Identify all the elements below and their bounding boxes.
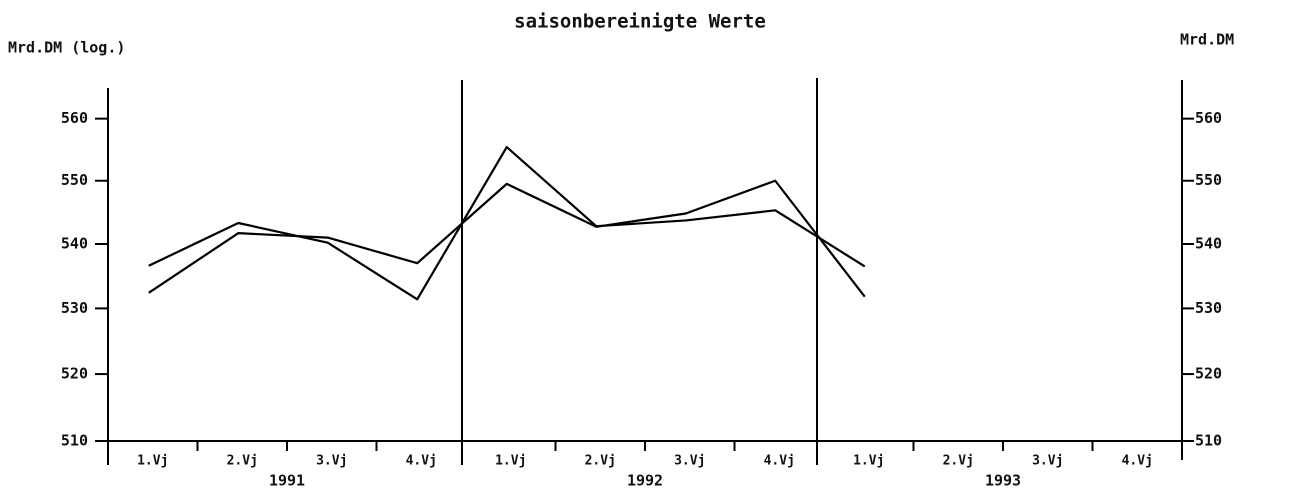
x-tick-label: 1.Vj (853, 454, 884, 469)
year-label: 1992 (627, 472, 663, 490)
y2-tick-label: 510 (1195, 432, 1222, 450)
x-tick-label: 1.Vj (137, 454, 168, 469)
y2-tick-label: 540 (1195, 234, 1222, 252)
x-tick-label: 1.Vj (495, 454, 526, 469)
y2-tick-label: 560 (1195, 109, 1222, 127)
y-tick-label: 550 (61, 171, 88, 189)
y-tick-label: 510 (61, 432, 88, 450)
x-tick-label: 3.Vj (674, 454, 705, 469)
y2-tick-label: 550 (1195, 171, 1222, 189)
series-line (148, 145, 866, 301)
x-tick-label: 4.Vj (764, 454, 795, 469)
x-tick-label: 4.Vj (1122, 454, 1153, 469)
x-tick-label: 4.Vj (406, 454, 437, 469)
chart-title: saisonbereinigte Werte (514, 11, 766, 33)
y2-tick-label: 530 (1195, 299, 1222, 317)
x-tick-label: 2.Vj (227, 454, 258, 469)
x-tick-label: 3.Vj (1032, 454, 1063, 469)
x-tick-label: 2.Vj (585, 454, 616, 469)
year-label: 1993 (985, 472, 1021, 490)
y-tick-label: 560 (61, 109, 88, 127)
y2-tick-label: 520 (1195, 365, 1222, 383)
year-label: 1991 (269, 472, 305, 490)
y-tick-label: 540 (61, 234, 88, 252)
y2-axis-label: Mrd.DM (1180, 31, 1234, 49)
y-tick-label: 520 (61, 365, 88, 383)
y-tick-label: 530 (61, 299, 88, 317)
x-tick-label: 2.Vj (943, 454, 974, 469)
y-axis-label: Mrd.DM (log.) (8, 39, 125, 57)
x-tick-label: 3.Vj (316, 454, 347, 469)
series-line (148, 179, 866, 298)
